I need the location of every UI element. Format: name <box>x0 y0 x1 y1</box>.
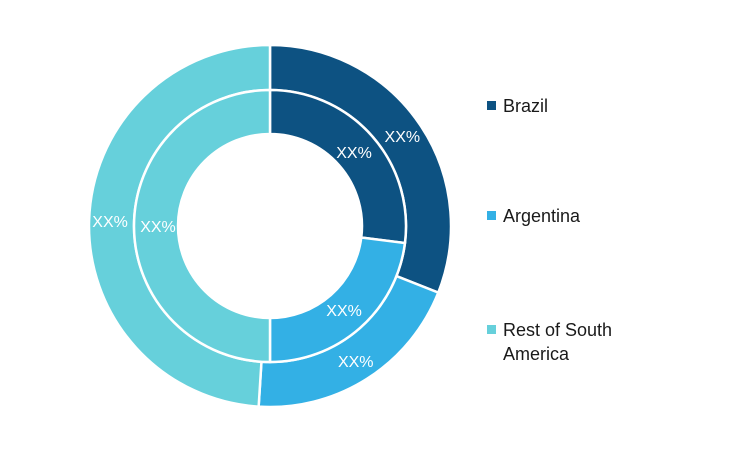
legend-item-argentina: Argentina <box>487 204 633 228</box>
inner-slice-label-argentina: XX% <box>326 303 362 320</box>
legend-label-argentina: Argentina <box>503 206 581 226</box>
legend-swatch-rest-of-south-america <box>487 325 496 334</box>
inner-slice-label-brazil: XX% <box>336 145 372 162</box>
outer-slice-label-argentina: XX% <box>338 354 374 371</box>
outer-slice-label-rest-of-south-america: XX% <box>92 214 128 231</box>
legend-label-line-1: Rest of South <box>503 320 613 340</box>
inner-slice-rest-of-south-america <box>132 88 272 364</box>
legend-label-rest-of-south-america: Rest of South America <box>503 318 633 366</box>
legend-item-brazil: Brazil <box>487 94 633 118</box>
outer-slice-label-brazil: XX% <box>385 129 421 146</box>
legend-swatch-brazil <box>487 101 496 110</box>
inner-slice-label-rest-of-south-america: XX% <box>140 219 176 236</box>
legend-swatch-argentina <box>487 211 496 220</box>
legend-label-line-2: America <box>503 344 570 364</box>
legend-item-rest-of-south-america: Rest of South America <box>487 318 633 366</box>
legend-label-brazil: Brazil <box>503 96 549 116</box>
